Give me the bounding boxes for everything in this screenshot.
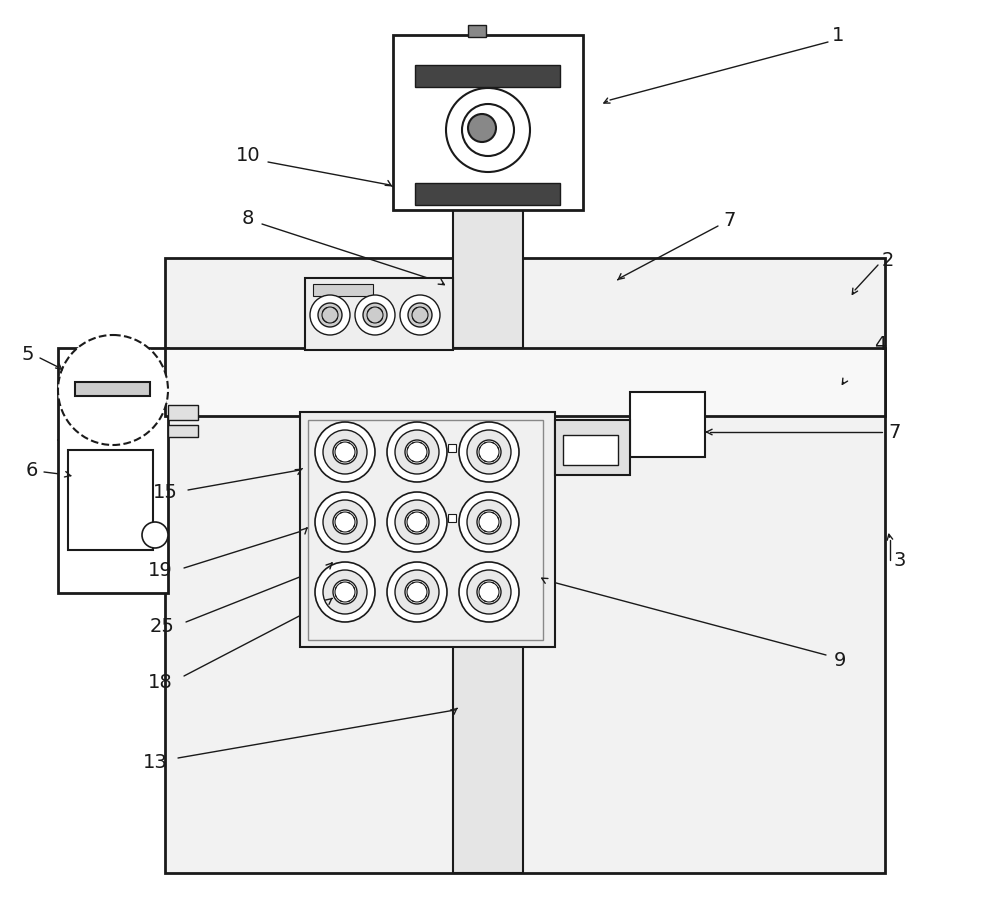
- Circle shape: [459, 562, 519, 622]
- Circle shape: [459, 492, 519, 552]
- Circle shape: [459, 422, 519, 482]
- Text: 4: 4: [874, 336, 886, 355]
- Circle shape: [405, 580, 429, 604]
- Bar: [68, 450, 153, 550]
- Bar: [313, 284, 373, 296]
- Text: 9: 9: [834, 650, 846, 669]
- Bar: [165, 348, 885, 416]
- Text: 25: 25: [150, 616, 174, 635]
- Bar: [448, 514, 456, 522]
- Bar: [75, 382, 150, 396]
- Circle shape: [467, 430, 511, 474]
- Text: 5: 5: [22, 346, 34, 364]
- Circle shape: [462, 104, 514, 156]
- Text: 18: 18: [148, 672, 172, 691]
- Text: 13: 13: [143, 753, 167, 771]
- Bar: [415, 65, 560, 87]
- Circle shape: [318, 303, 342, 327]
- Bar: [168, 405, 198, 420]
- Text: 10: 10: [236, 146, 260, 164]
- Bar: [453, 413, 523, 873]
- Bar: [415, 183, 560, 205]
- Bar: [165, 258, 885, 873]
- Circle shape: [395, 430, 439, 474]
- Circle shape: [333, 580, 357, 604]
- Circle shape: [467, 500, 511, 544]
- Circle shape: [315, 422, 375, 482]
- Text: 3: 3: [894, 550, 906, 569]
- Circle shape: [323, 570, 367, 614]
- Circle shape: [323, 500, 367, 544]
- Text: 6: 6: [26, 460, 38, 480]
- Circle shape: [400, 295, 440, 335]
- Text: 7: 7: [889, 423, 901, 441]
- Circle shape: [408, 303, 432, 327]
- Text: 2: 2: [882, 250, 894, 270]
- Text: 1: 1: [832, 26, 844, 45]
- Bar: [453, 193, 523, 348]
- Bar: [563, 435, 618, 465]
- Bar: [448, 444, 456, 452]
- Bar: [630, 392, 705, 457]
- Circle shape: [323, 430, 367, 474]
- Circle shape: [315, 562, 375, 622]
- Circle shape: [142, 522, 168, 548]
- Circle shape: [446, 88, 530, 172]
- Circle shape: [405, 510, 429, 534]
- Bar: [168, 425, 198, 437]
- Circle shape: [387, 422, 447, 482]
- Circle shape: [315, 492, 375, 552]
- Text: 7: 7: [724, 211, 736, 229]
- Text: 19: 19: [148, 560, 172, 580]
- Bar: [300, 412, 555, 647]
- Circle shape: [395, 500, 439, 544]
- Circle shape: [405, 440, 429, 464]
- Circle shape: [387, 562, 447, 622]
- Circle shape: [395, 570, 439, 614]
- Circle shape: [468, 114, 496, 142]
- Circle shape: [58, 335, 168, 445]
- Circle shape: [477, 440, 501, 464]
- Circle shape: [477, 580, 501, 604]
- Bar: [393, 35, 583, 210]
- Bar: [58, 348, 168, 593]
- Bar: [305, 278, 453, 350]
- Circle shape: [333, 510, 357, 534]
- Circle shape: [387, 492, 447, 552]
- Text: 15: 15: [153, 482, 177, 502]
- Bar: [308, 420, 543, 640]
- Text: 8: 8: [242, 208, 254, 227]
- Bar: [468, 25, 486, 37]
- Circle shape: [467, 570, 511, 614]
- Circle shape: [477, 510, 501, 534]
- Circle shape: [363, 303, 387, 327]
- Circle shape: [355, 295, 395, 335]
- Circle shape: [333, 440, 357, 464]
- Bar: [462, 170, 514, 195]
- Bar: [555, 420, 630, 475]
- Circle shape: [310, 295, 350, 335]
